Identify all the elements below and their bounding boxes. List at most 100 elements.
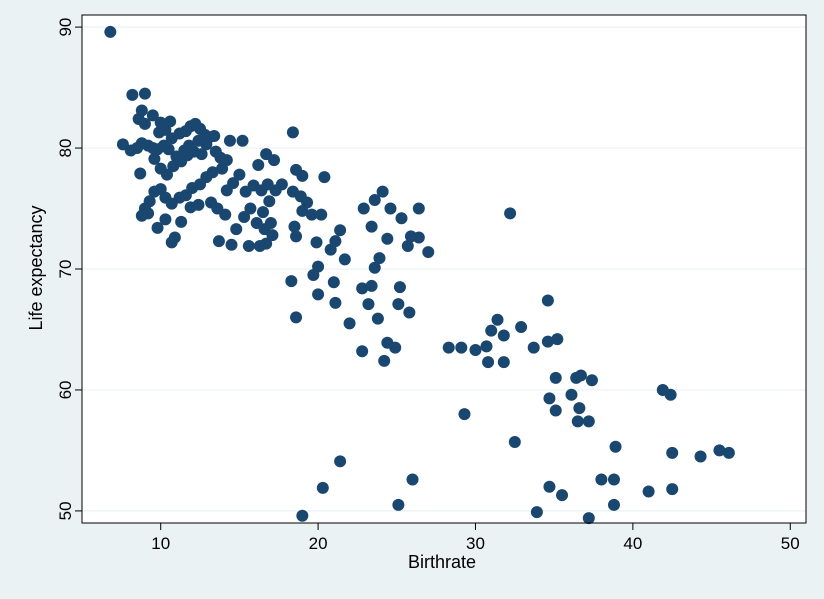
data-point: [334, 455, 347, 468]
data-point: [356, 282, 369, 295]
data-point: [195, 148, 208, 161]
data-point: [329, 235, 342, 248]
data-point: [159, 213, 172, 226]
y-axis-title: Life expectancy: [26, 205, 46, 330]
data-point: [327, 276, 340, 289]
data-point: [315, 208, 328, 221]
data-point: [406, 473, 419, 486]
data-point: [343, 317, 356, 330]
data-point: [530, 506, 543, 519]
data-point: [393, 281, 406, 294]
data-point: [219, 208, 232, 221]
data-point: [497, 356, 510, 369]
data-point: [275, 178, 288, 191]
data-point: [296, 204, 309, 217]
data-point: [395, 212, 408, 225]
data-point: [582, 512, 595, 525]
data-point: [268, 154, 281, 167]
data-point: [148, 185, 161, 198]
data-point: [290, 230, 303, 243]
data-point: [318, 171, 331, 184]
data-point: [573, 402, 586, 415]
data-point: [458, 408, 471, 421]
data-point: [515, 321, 528, 334]
data-point: [392, 298, 405, 311]
data-point: [365, 279, 378, 292]
data-points: [104, 25, 735, 525]
data-point: [310, 236, 323, 249]
data-point: [389, 341, 402, 354]
data-point: [175, 215, 188, 228]
data-point: [666, 483, 679, 496]
data-point: [694, 450, 707, 463]
data-point: [138, 87, 151, 100]
data-point: [334, 224, 347, 237]
data-point: [305, 208, 318, 221]
data-point: [541, 335, 554, 348]
y-tick-label: 80: [56, 139, 75, 158]
data-point: [316, 481, 329, 494]
data-point: [491, 313, 504, 326]
data-point: [192, 198, 205, 211]
data-point: [338, 253, 351, 266]
x-tick-label: 50: [781, 534, 800, 553]
data-point: [238, 210, 251, 223]
data-point: [412, 202, 425, 215]
data-point: [264, 217, 277, 230]
x-tick-label: 40: [623, 534, 642, 553]
data-point: [722, 446, 735, 459]
data-point: [543, 392, 556, 405]
y-tick-label: 70: [56, 260, 75, 279]
data-point: [151, 221, 164, 234]
data-point: [384, 202, 397, 215]
data-point: [225, 238, 238, 251]
data-point: [582, 415, 595, 428]
data-point: [376, 185, 389, 198]
y-tick-label: 90: [56, 18, 75, 37]
data-point: [290, 311, 303, 324]
data-point: [574, 369, 587, 382]
data-point: [296, 509, 309, 522]
data-point: [212, 235, 225, 248]
x-tick-label: 10: [151, 534, 170, 553]
data-point: [371, 312, 384, 325]
data-point: [551, 333, 564, 346]
data-point: [607, 473, 620, 486]
data-point: [585, 374, 598, 387]
x-axis-title: Birthrate: [408, 552, 476, 572]
data-point: [565, 388, 578, 401]
data-point: [422, 246, 435, 259]
data-point: [373, 252, 386, 265]
data-point: [392, 498, 405, 511]
data-point: [312, 288, 325, 301]
data-point: [527, 341, 540, 354]
y-axis: 50 60 70 80 90: [56, 18, 82, 520]
data-point: [153, 126, 166, 139]
data-point: [504, 207, 517, 220]
data-point: [356, 345, 369, 358]
data-point: [160, 168, 173, 181]
data-point: [543, 480, 556, 493]
data-point: [296, 169, 309, 182]
plot-border: [81, 14, 807, 524]
data-point: [165, 236, 178, 249]
data-point: [664, 388, 677, 401]
data-point: [497, 329, 510, 342]
x-tick-label: 20: [309, 534, 328, 553]
data-point: [378, 354, 391, 367]
data-point: [362, 298, 375, 311]
data-point: [508, 435, 521, 448]
data-point: [288, 220, 301, 233]
data-point: [257, 206, 269, 219]
data-point: [148, 152, 161, 165]
data-point: [134, 167, 147, 180]
x-tick-label: 30: [466, 534, 485, 553]
data-point: [368, 194, 381, 207]
data-point: [263, 195, 276, 208]
data-point: [138, 117, 151, 130]
data-point: [556, 489, 569, 502]
data-point: [485, 324, 498, 337]
data-point: [541, 294, 554, 307]
